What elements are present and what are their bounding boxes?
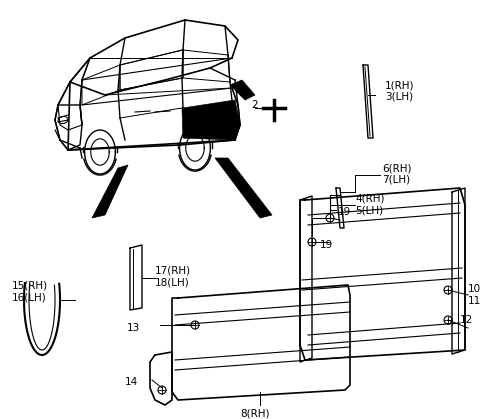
Polygon shape (230, 80, 255, 100)
Polygon shape (215, 158, 272, 218)
Text: 15(RH): 15(RH) (12, 280, 48, 290)
Text: 17(RH): 17(RH) (155, 265, 191, 275)
Text: 6(RH): 6(RH) (382, 163, 411, 173)
Text: 1(RH): 1(RH) (385, 80, 415, 90)
Text: 19: 19 (338, 207, 351, 217)
Text: 4(RH): 4(RH) (355, 193, 384, 203)
Text: 5(LH): 5(LH) (355, 205, 383, 215)
Text: 14: 14 (125, 377, 138, 387)
Text: 2: 2 (252, 100, 258, 110)
Text: 7(LH): 7(LH) (382, 174, 410, 184)
Text: 11(LH): 11(LH) (468, 295, 480, 305)
Text: 8(RH): 8(RH) (240, 408, 270, 418)
Text: 3(LH): 3(LH) (385, 91, 413, 101)
Text: 12: 12 (460, 315, 473, 325)
Text: 10(RH): 10(RH) (468, 283, 480, 293)
Text: 19: 19 (320, 240, 333, 250)
Text: 9(LH): 9(LH) (241, 418, 269, 419)
Polygon shape (92, 165, 128, 218)
Text: 13: 13 (127, 323, 140, 333)
Polygon shape (182, 100, 240, 140)
Text: 16(LH): 16(LH) (12, 292, 47, 302)
Text: 18(LH): 18(LH) (155, 277, 190, 287)
